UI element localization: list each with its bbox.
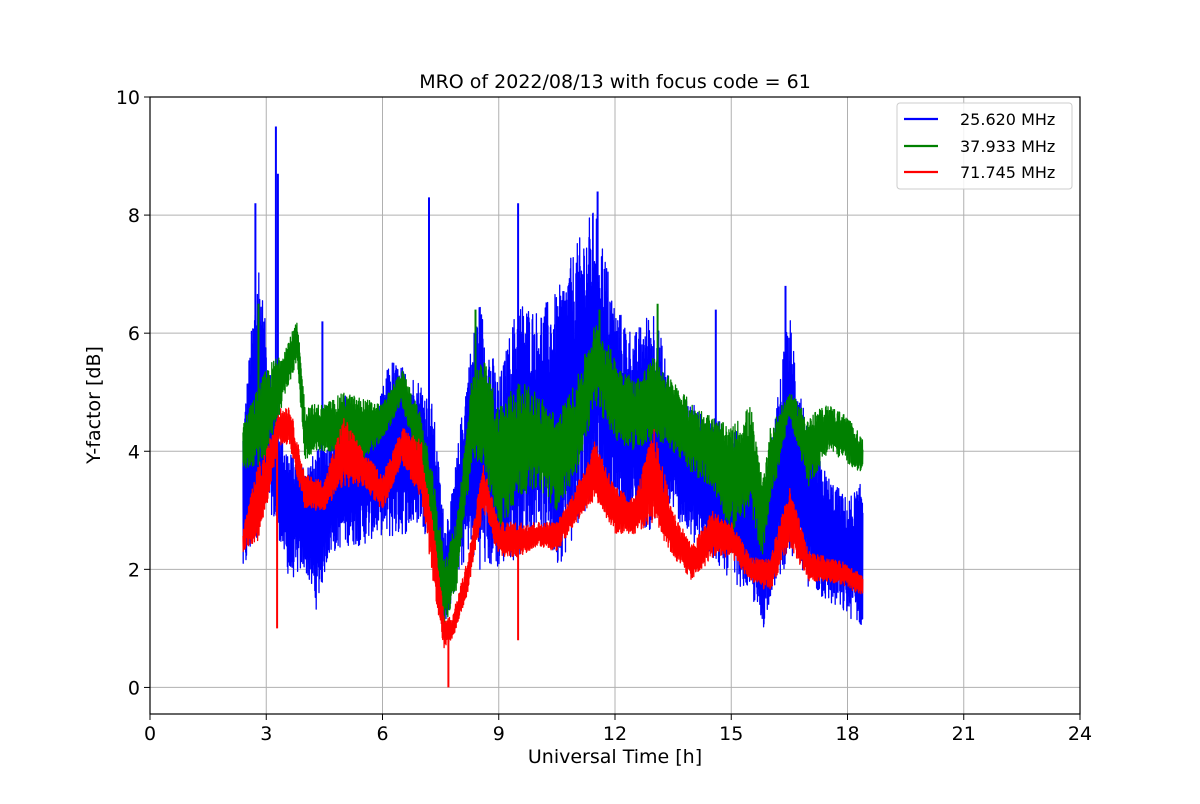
chart-legend: 25.620 MHz 37.933 MHz 71.745 MHz (896, 102, 1073, 190)
y-tick-label: 2 (128, 559, 140, 581)
x-axis-label: Universal Time [h] (528, 746, 702, 768)
x-tick-label: 6 (376, 723, 388, 745)
series-71-745-mhz-trace (242, 407, 864, 649)
legend-label-37-933-mhz: 37.933 MHz (960, 137, 1055, 156)
y-tick-label: 8 (128, 205, 140, 227)
x-tick-label: 21 (952, 723, 976, 745)
x-tick-label: 12 (603, 723, 627, 745)
x-tick-label: 3 (260, 723, 272, 745)
y-tick-label: 6 (128, 323, 140, 345)
y-axis-label: Y-factor [dB] (83, 346, 105, 465)
y-tick-label: 4 (128, 441, 140, 463)
x-tick-label: 0 (144, 723, 156, 745)
legend-label-71-745-mhz: 71.745 MHz (960, 163, 1055, 182)
chart-title: MRO of 2022/08/13 with focus code = 61 (419, 71, 811, 93)
legend-label-25-620-mhz: 25.620 MHz (960, 110, 1055, 129)
legend-box (896, 102, 1073, 190)
x-tick-label: 9 (493, 723, 505, 745)
y-tick-label: 10 (116, 87, 140, 109)
plot-area (242, 126, 864, 688)
x-tick-label: 24 (1068, 723, 1092, 745)
series-37-933-mhz-trace (242, 322, 864, 623)
x-tick-label: 15 (719, 723, 743, 745)
x-tick-label: 18 (835, 723, 859, 745)
y-tick-label: 0 (128, 677, 140, 699)
